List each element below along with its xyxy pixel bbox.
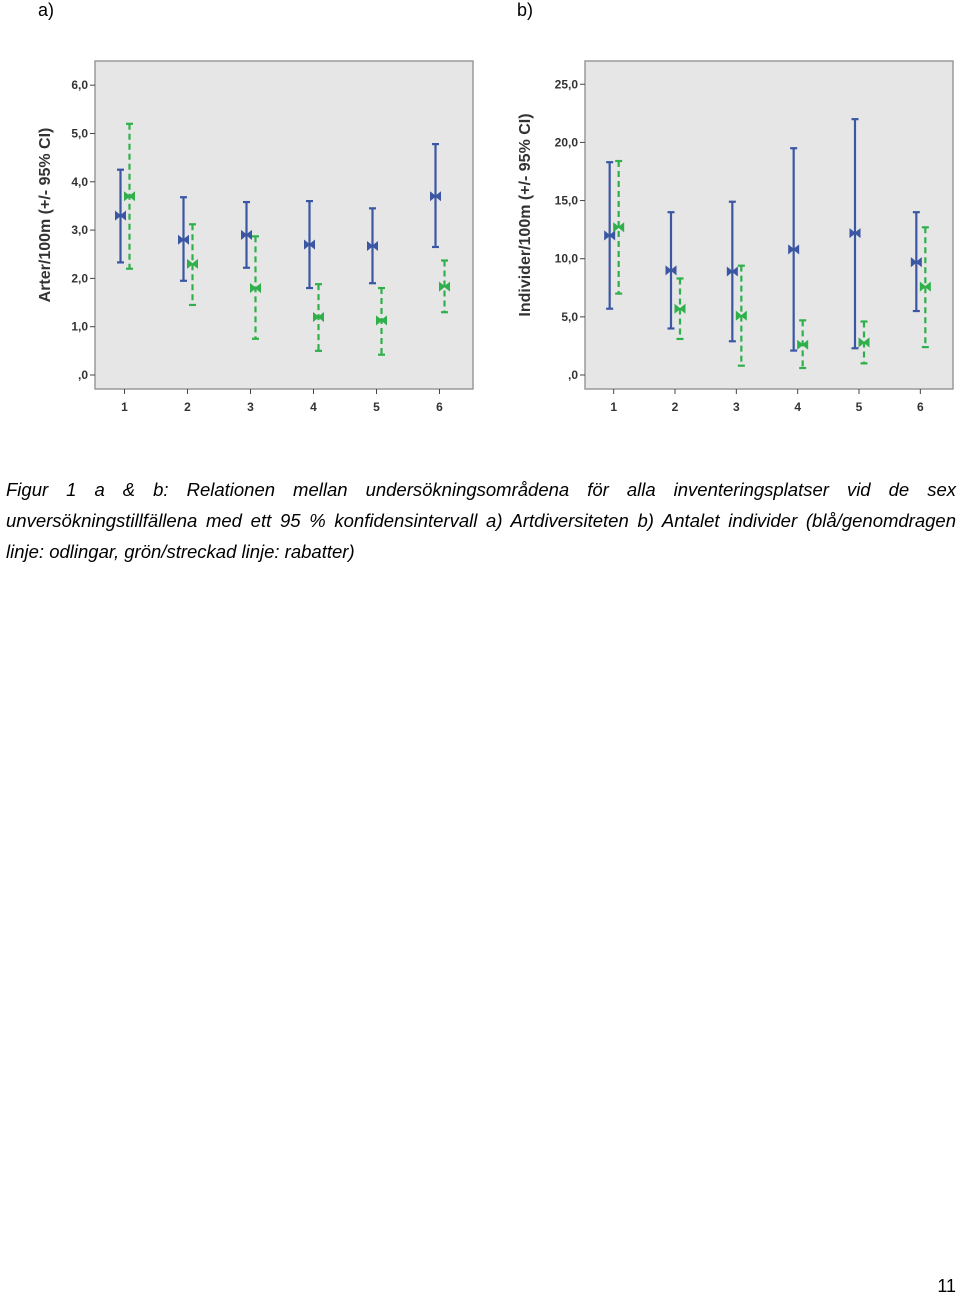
mean-marker-b-green	[797, 339, 809, 350]
mean-marker-b-green	[674, 303, 686, 314]
mean-marker-a-green	[250, 283, 261, 294]
x-axis-label-b: Inventeringstillfälle	[691, 427, 846, 430]
y-tick-label-b: 20,0	[555, 135, 579, 149]
panel-label-a: a)	[38, 0, 55, 20]
x-tick-label-b: 4	[794, 400, 801, 414]
y-tick-label-b: 25,0	[555, 77, 579, 91]
y-tick-label-a: 3,0	[71, 223, 88, 237]
mean-marker-b-blue	[910, 257, 922, 268]
mean-marker-a-blue	[367, 240, 378, 252]
mean-marker-b-blue	[726, 266, 738, 277]
x-axis-label-a: Inventeringstillfälle	[205, 427, 360, 430]
mean-marker-a-blue	[178, 234, 189, 245]
mean-marker-b-green	[613, 222, 625, 233]
y-tick-label-b: 5,0	[561, 310, 578, 324]
x-tick-label-b: 5	[856, 400, 863, 414]
y-tick-label-b: ,0	[568, 368, 578, 382]
y-tick-label-a: 2,0	[71, 271, 88, 285]
y-tick-label-b: 10,0	[555, 252, 579, 266]
mean-marker-b-blue	[788, 244, 800, 255]
page-number: 11	[937, 1276, 956, 1296]
y-tick-label-a: 4,0	[71, 175, 88, 189]
mean-marker-b-green	[858, 337, 870, 348]
mean-marker-b-blue	[604, 230, 616, 241]
y-tick-label-a: ,0	[78, 368, 88, 382]
x-tick-label-a: 5	[373, 400, 380, 414]
x-tick-label-a: 1	[121, 400, 128, 414]
mean-marker-a-green	[439, 281, 450, 292]
mean-marker-a-green	[187, 258, 198, 269]
mean-marker-b-blue	[849, 228, 861, 239]
mean-marker-b-green	[919, 281, 931, 292]
y-tick-label-a: 1,0	[71, 320, 88, 334]
x-tick-label-b: 3	[733, 400, 740, 414]
x-tick-label-a: 2	[184, 400, 191, 414]
mean-marker-a-blue	[115, 210, 126, 221]
panel-label-b: b)	[517, 0, 534, 20]
x-tick-label-b: 2	[672, 400, 679, 414]
mean-marker-a-green	[376, 315, 387, 326]
mean-marker-a-green	[124, 191, 135, 202]
mean-marker-b-green	[735, 310, 747, 321]
y-tick-label-b: 15,0	[555, 194, 579, 208]
mean-marker-a-green	[313, 311, 324, 323]
mean-marker-a-blue	[304, 239, 315, 250]
y-tick-label-a: 6,0	[71, 78, 88, 92]
chart-b: ,0 5,0 10,0 15,0 20,0 25,0 1 2 3 4 5 6 Inventeringst…	[517, 60, 954, 430]
plot-area-b	[584, 60, 954, 390]
figure-charts: ,01,02,03,04,05,06,0123456Inventeringsti…	[37, 60, 954, 430]
y-axis-label-a: Arter/100m (+/- 95% CI)	[37, 128, 54, 303]
mean-marker-a-blue	[430, 191, 441, 202]
x-tick-label-b: 1	[610, 400, 617, 414]
mean-marker-a-blue	[241, 229, 252, 240]
x-tick-label-b: 6	[917, 400, 924, 414]
x-tick-label-a: 3	[247, 400, 254, 414]
chart-a: ,0 1,0 2,0 3,0 4,0 5,0 6,0 1 2 3 4 5 6 Inventeringsti…	[37, 60, 474, 430]
figure-caption: Figur 1 a & b: Relationen mellan undersö…	[6, 479, 956, 562]
y-tick-label-a: 5,0	[71, 126, 88, 140]
mean-marker-b-blue	[665, 265, 677, 276]
plot-area-a	[94, 60, 474, 390]
x-tick-label-a: 4	[310, 400, 317, 414]
x-tick-label-a: 6	[436, 400, 443, 414]
y-axis-label-b: Individer/100m (+/- 95% CI)	[517, 113, 534, 316]
